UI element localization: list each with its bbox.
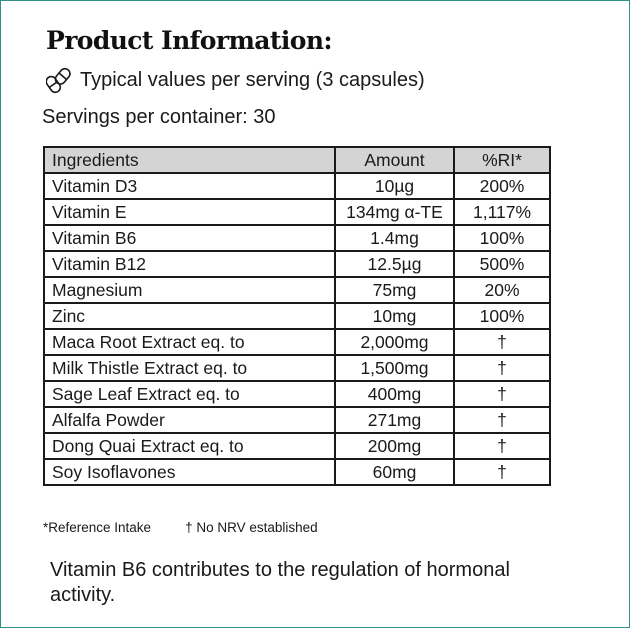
ingredient-cell: Vitamin B12 (43, 250, 336, 278)
amount-cell: 271mg (334, 406, 455, 434)
table-row: Vitamin D3 10µg 200% (43, 172, 551, 200)
ingredient-cell: Alfalfa Powder (43, 406, 336, 434)
ri-cell: 500% (453, 250, 551, 278)
table-header-row: Ingredients Amount %RI* (43, 146, 551, 174)
nutrition-table: Ingredients Amount %RI* Vitamin D3 10µg 20… (43, 146, 551, 486)
amount-cell: 10mg (334, 302, 455, 330)
header-ingredients: Ingredients (43, 146, 336, 174)
serving-note: Typical values per serving (3 capsules) (80, 68, 425, 91)
amount-cell: 1,500mg (334, 354, 455, 382)
ingredient-cell: Dong Quai Extract eq. to (43, 432, 336, 460)
ri-cell: † (453, 380, 551, 408)
table-row: Dong Quai Extract eq. to 200mg † (43, 432, 551, 460)
amount-cell: 134mg α-TE (334, 198, 455, 226)
table-row: Milk Thistle Extract eq. to 1,500mg † (43, 354, 551, 382)
amount-cell: 200mg (334, 432, 455, 460)
amount-cell: 10µg (334, 172, 455, 200)
ri-cell: † (453, 458, 551, 486)
table-row: Magnesium 75mg 20% (43, 276, 551, 304)
ri-cell: 200% (453, 172, 551, 200)
ingredient-cell: Vitamin E (43, 198, 336, 226)
header-amount: Amount (334, 146, 455, 174)
ingredient-cell: Zinc (43, 302, 336, 330)
table-row: Vitamin B12 12.5µg 500% (43, 250, 551, 278)
table-row: Soy Isoflavones 60mg † (43, 458, 551, 486)
ingredient-cell: Magnesium (43, 276, 336, 304)
amount-cell: 2,000mg (334, 328, 455, 356)
footnote-reference-intake: *Reference Intake (43, 520, 152, 535)
amount-cell: 75mg (334, 276, 455, 304)
capsules-icon (46, 67, 71, 94)
table-row: Alfalfa Powder 271mg † (43, 406, 551, 434)
ri-cell: 20% (453, 276, 551, 304)
header-ri: %RI* (453, 146, 551, 174)
ingredient-cell: Vitamin D3 (43, 172, 336, 200)
ingredient-cell: Soy Isoflavones (43, 458, 336, 486)
ingredient-cell: Maca Root Extract eq. to (43, 328, 336, 356)
amount-cell: 400mg (334, 380, 455, 408)
ri-cell: † (453, 406, 551, 434)
footnote-no-nrv: † No NRV established (185, 520, 318, 535)
table-row: Sage Leaf Extract eq. to 400mg † (43, 380, 551, 408)
serving-note-row: Typical values per serving (3 capsules) (46, 66, 425, 94)
table-row: Vitamin B6 1.4mg 100% (43, 224, 551, 252)
page-title: Product Information: (46, 26, 333, 55)
servings-per-container: Servings per container: 30 (42, 106, 276, 128)
health-claim: Vitamin B6 contributes to the regulation… (50, 559, 510, 606)
ingredient-cell: Sage Leaf Extract eq. to (43, 380, 336, 408)
amount-cell: 12.5µg (334, 250, 455, 278)
table-row: Zinc 10mg 100% (43, 302, 551, 330)
table-row: Maca Root Extract eq. to 2,000mg † (43, 328, 551, 356)
amount-cell: 1.4mg (334, 224, 455, 252)
footnotes: *Reference Intake † No NRV established (43, 520, 318, 535)
ri-cell: 100% (453, 224, 551, 252)
ingredient-cell: Milk Thistle Extract eq. to (43, 354, 336, 382)
ri-cell: 1,117% (453, 198, 551, 226)
ri-cell: † (453, 432, 551, 460)
ri-cell: † (453, 354, 551, 382)
ri-cell: 100% (453, 302, 551, 330)
ri-cell: † (453, 328, 551, 356)
table-row: Vitamin E 134mg α-TE 1,117% (43, 198, 551, 226)
amount-cell: 60mg (334, 458, 455, 486)
ingredient-cell: Vitamin B6 (43, 224, 336, 252)
